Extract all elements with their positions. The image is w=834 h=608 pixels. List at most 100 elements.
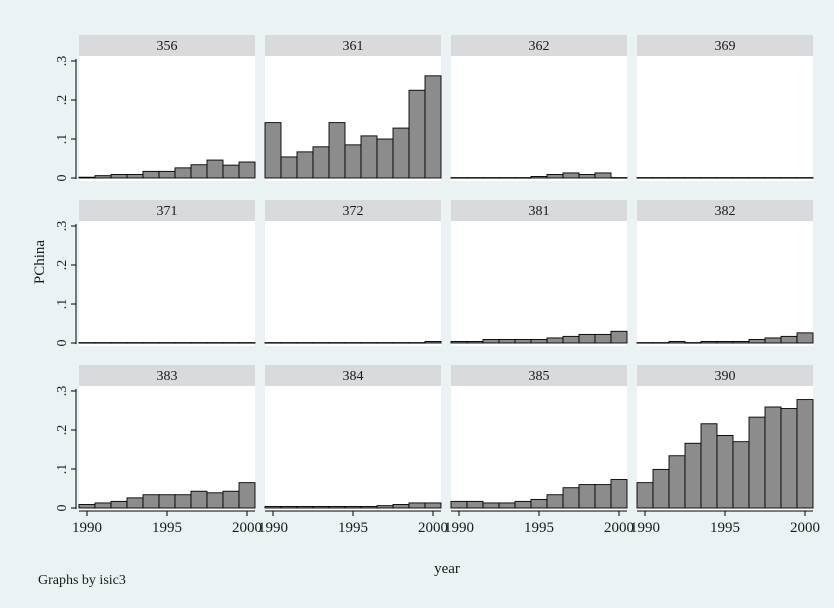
bar-371-2000 xyxy=(238,342,256,344)
y-axis-title: PChina xyxy=(32,240,48,285)
bar-381-1991 xyxy=(466,340,484,344)
bar-390-1993 xyxy=(684,442,702,509)
bar-382-2000 xyxy=(796,332,814,344)
bar-361-1995 xyxy=(344,144,362,179)
plot-area xyxy=(451,221,627,346)
plot-area xyxy=(637,221,813,346)
bar-372-1998 xyxy=(392,342,410,344)
bar-356-2000 xyxy=(238,161,256,179)
bar-385-2000 xyxy=(610,479,628,509)
panel-header xyxy=(79,200,255,221)
y-tick-label: .2 xyxy=(55,95,70,106)
bar-371-1996 xyxy=(174,342,192,344)
panel-381: 381 xyxy=(450,200,628,346)
bar-381-1998 xyxy=(578,333,596,344)
bar-384-1998 xyxy=(392,504,410,509)
panel-header xyxy=(451,35,627,56)
bar-390-1996 xyxy=(732,441,750,509)
panel-header xyxy=(451,200,627,221)
bar-383-1992 xyxy=(110,500,128,509)
bar-381-1990 xyxy=(450,340,468,344)
x-tick-label: 1990 xyxy=(444,520,474,536)
x-tick-label: 2000 xyxy=(604,520,634,536)
bar-382-1996 xyxy=(732,340,750,344)
bar-371-1995 xyxy=(158,342,176,344)
bar-371-1990 xyxy=(78,342,96,344)
bar-385-1995 xyxy=(530,498,548,509)
bar-382-1992 xyxy=(668,340,686,344)
panel-390: 390 xyxy=(636,365,814,511)
bar-381-1992 xyxy=(482,339,500,344)
bar-390-1997 xyxy=(748,416,766,509)
bar-356-1990 xyxy=(78,176,96,179)
y-tick-label: .2 xyxy=(55,260,70,271)
bar-381-1993 xyxy=(498,339,516,344)
panel-title: 356 xyxy=(157,39,178,54)
panel-title: 385 xyxy=(529,369,550,384)
panel-title: 362 xyxy=(529,39,550,54)
bar-381-1995 xyxy=(530,339,548,344)
bar-371-1992 xyxy=(110,342,128,344)
bar-361-2000 xyxy=(424,75,442,179)
x-tick-label: 1990 xyxy=(72,520,102,536)
x-axis-col-2: 1990 1995 2000 xyxy=(258,510,448,536)
bar-362-2000 xyxy=(610,177,628,179)
y-tick-label: .3 xyxy=(55,221,70,232)
bar-371-1991 xyxy=(94,342,112,344)
bar-372-1990 xyxy=(264,342,282,344)
y-tick-label: .1 xyxy=(55,134,70,145)
bar-383-1998 xyxy=(206,492,224,509)
bar-385-1991 xyxy=(466,500,484,509)
y-tick-label: .3 xyxy=(55,56,70,67)
panel-title: 382 xyxy=(715,204,736,219)
y-tick-label: .3 xyxy=(55,386,70,397)
bar-361-1990 xyxy=(264,122,282,179)
bar-383-1993 xyxy=(126,497,144,509)
bar-383-1991 xyxy=(94,502,112,509)
panel-title: 384 xyxy=(343,369,364,384)
bar-384-1990 xyxy=(264,505,282,509)
bar-383-1994 xyxy=(142,494,160,509)
bar-369-1997 xyxy=(748,177,766,179)
bar-384-1992 xyxy=(296,505,314,509)
x-tick-label: 1995 xyxy=(338,520,368,536)
bar-361-1992 xyxy=(296,151,314,179)
bar-384-1997 xyxy=(376,505,394,509)
y-tick-label: .1 xyxy=(55,464,70,475)
bar-382-1995 xyxy=(716,340,734,344)
x-tick-label: 1995 xyxy=(524,520,554,536)
panel-384: 384 xyxy=(264,365,442,511)
bar-371-1993 xyxy=(126,342,144,344)
panel-title: 390 xyxy=(715,369,736,384)
bar-385-1992 xyxy=(482,502,500,509)
bar-362-1994 xyxy=(514,177,532,179)
bar-372-1993 xyxy=(312,342,330,344)
bar-390-1992 xyxy=(668,455,686,509)
bar-382-1999 xyxy=(780,335,798,344)
bar-372-2000 xyxy=(424,340,442,344)
panel-title: 361 xyxy=(343,39,364,54)
bar-381-1997 xyxy=(562,335,580,344)
bar-381-1994 xyxy=(514,339,532,344)
bar-385-1996 xyxy=(546,494,564,509)
x-tick-label: 2000 xyxy=(418,520,448,536)
bar-362-1992 xyxy=(482,177,500,179)
bar-371-1997 xyxy=(190,342,208,344)
bar-362-1997 xyxy=(562,172,580,179)
plot-area xyxy=(79,221,255,346)
bar-383-1999 xyxy=(222,490,240,509)
panel-header xyxy=(637,35,813,56)
bar-383-2000 xyxy=(238,482,256,509)
bar-382-1993 xyxy=(684,342,702,344)
plot-area xyxy=(451,56,627,181)
bar-362-1996 xyxy=(546,174,564,179)
bar-372-1992 xyxy=(296,342,314,344)
panel-356: 356 xyxy=(78,35,256,181)
y-axis-row-3: 0 .1 .2 .3 xyxy=(55,386,77,512)
bar-356-1994 xyxy=(142,170,160,179)
y-axes: 0 .1 .2 .3 0 .1 .2 .3 0 .1 .2 .3 xyxy=(55,56,77,512)
panel-371: 371 xyxy=(78,200,256,346)
bar-382-1991 xyxy=(652,342,670,344)
bar-383-1995 xyxy=(158,494,176,509)
